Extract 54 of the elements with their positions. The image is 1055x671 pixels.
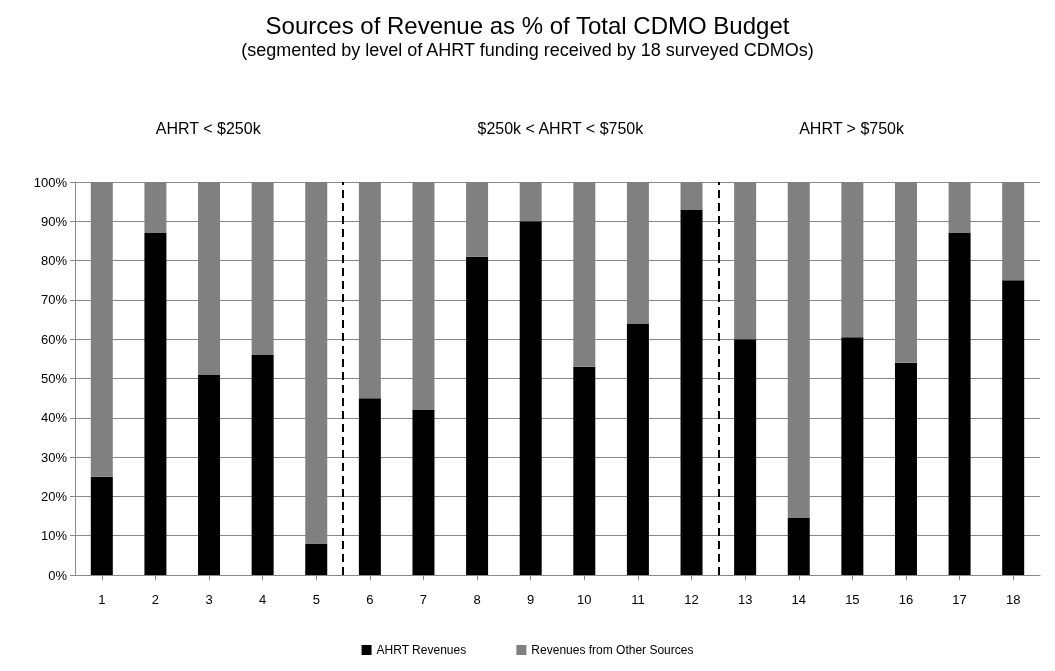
x-tick-label: 4 <box>259 592 267 607</box>
bar <box>948 233 971 575</box>
chart-subtitle: (segmented by level of AHRT funding received by 18 surveyed CDMOs) <box>241 40 814 60</box>
bar <box>626 323 649 575</box>
x-tick-label: 14 <box>791 592 806 607</box>
x-tick-label: 8 <box>473 592 481 607</box>
chart-title: Sources of Revenue as % of Total CDMO Budget <box>265 11 790 39</box>
y-tick-label: 30% <box>40 449 68 465</box>
text: AHRT > $750k <box>799 119 905 137</box>
x-tick-label: 15 <box>845 592 860 607</box>
x-tick-label: 17 <box>952 592 967 607</box>
bar <box>1002 280 1025 575</box>
bar <box>90 476 113 575</box>
x-tick-label: 7 <box>419 592 428 607</box>
bar <box>412 409 435 575</box>
x-tick-label: 3 <box>205 592 213 607</box>
y-tick-label: 80% <box>40 253 68 269</box>
x-tick-label: 2 <box>151 592 160 607</box>
bar <box>894 362 917 575</box>
legend-label: AHRT Revenues <box>376 643 467 657</box>
bar <box>251 354 274 575</box>
bar <box>466 256 489 575</box>
bar <box>198 374 221 575</box>
bar <box>787 518 810 575</box>
x-tick-label: 12 <box>684 592 699 607</box>
bar <box>358 398 381 575</box>
text: AHRT < $250k <box>155 119 262 137</box>
x-tick-label: 9 <box>527 592 535 607</box>
y-tick-label: 20% <box>40 488 68 504</box>
x-tick-label: 13 <box>737 592 753 607</box>
bar <box>841 337 864 575</box>
bar <box>519 221 542 575</box>
y-tick-label: 60% <box>40 331 68 347</box>
x-tick-label: 6 <box>366 592 374 607</box>
y-tick-label: 50% <box>40 371 68 386</box>
x-tick-label: 1 <box>98 592 106 607</box>
text: $250k < AHRT < $750k <box>477 119 645 137</box>
x-tick-label: 16 <box>898 592 914 607</box>
y-tick-label: 10% <box>40 528 68 544</box>
bar <box>573 366 596 575</box>
y-tick-label: 70% <box>40 292 68 308</box>
bar <box>680 209 703 575</box>
y-tick-label: 90% <box>40 213 68 229</box>
y-tick-label: 0% <box>48 567 68 583</box>
y-tick-label: 100% <box>33 174 68 190</box>
y-tick-label: 40% <box>40 410 68 426</box>
x-tick-label: 18 <box>1005 592 1021 607</box>
bar <box>305 543 328 575</box>
x-tick-label: 11 <box>631 592 645 607</box>
bar <box>734 339 757 575</box>
x-tick-label: 10 <box>577 592 592 607</box>
legend-label: Revenues from Other Sources <box>531 643 694 657</box>
bar <box>144 233 167 575</box>
x-tick-label: 5 <box>312 592 320 607</box>
